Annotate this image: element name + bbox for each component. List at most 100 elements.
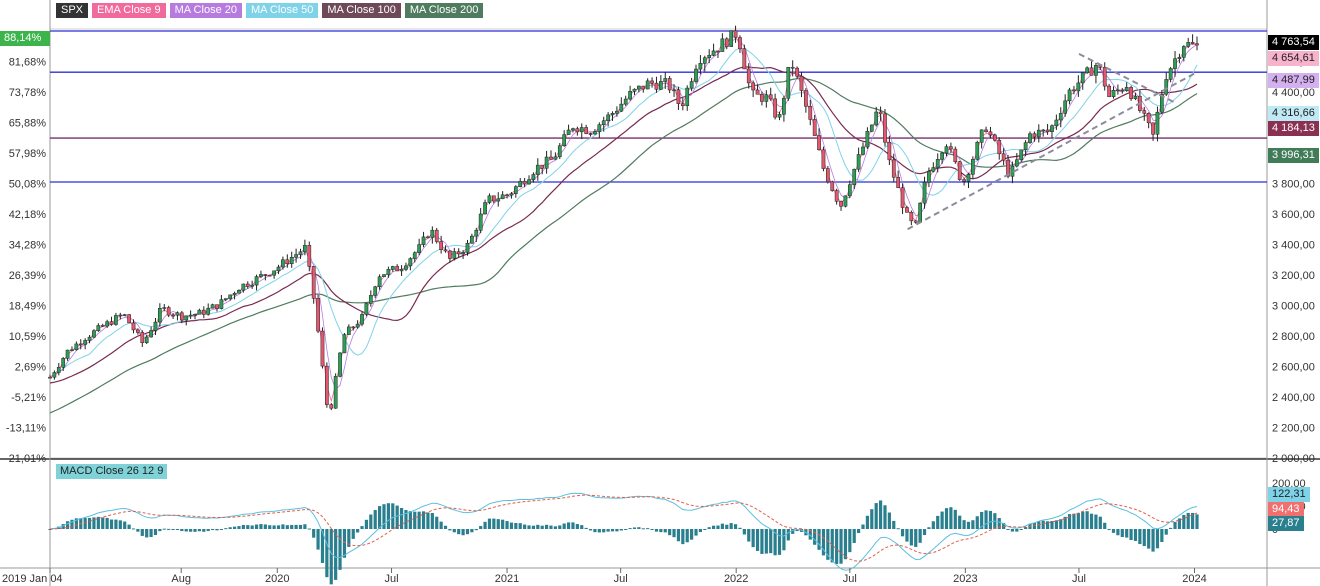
macd-histogram-bar	[676, 529, 681, 542]
candle-body	[808, 106, 813, 120]
candle	[1036, 124, 1041, 143]
macd-histogram-bar	[443, 525, 448, 529]
candle-body	[171, 314, 175, 317]
macd-histogram-bar	[1129, 529, 1133, 541]
candle	[874, 106, 879, 127]
candle	[738, 35, 742, 53]
trendline-1	[1078, 52, 1176, 104]
candle-body	[61, 358, 66, 368]
candle	[1054, 114, 1059, 130]
candle	[891, 153, 896, 183]
macd-histogram-bar	[61, 524, 65, 529]
price-tick-label: 3 800,00	[1272, 179, 1315, 191]
candle-body	[962, 179, 966, 182]
macd-histogram-bar	[290, 524, 294, 529]
macd-histogram-bar	[1085, 511, 1089, 529]
macd-histogram-bar	[940, 511, 944, 529]
candle	[909, 210, 914, 226]
macd-histogram-bar	[733, 524, 738, 529]
candle	[724, 37, 729, 50]
candle	[254, 274, 259, 291]
candle-body	[109, 321, 114, 325]
candle-body	[1080, 72, 1085, 84]
candle	[979, 129, 984, 149]
macd-histogram-bar	[197, 529, 202, 532]
candle	[913, 220, 918, 224]
candle-body	[219, 299, 224, 309]
candle	[997, 137, 1002, 160]
candle-body	[210, 304, 215, 309]
percent-tick-label: -21,01%	[5, 453, 46, 465]
candle	[426, 235, 430, 239]
macd-histogram-bar	[136, 529, 140, 532]
macd-histogram-bar	[848, 529, 852, 553]
macd-histogram-bar	[716, 525, 720, 529]
ma-100-line	[49, 66, 1198, 384]
candle	[808, 99, 813, 126]
candle-body	[944, 146, 949, 154]
last-value-tag: 4 184,13	[1268, 121, 1319, 136]
candle	[795, 66, 799, 80]
macd-histogram-bar	[1024, 527, 1028, 529]
candle-body	[812, 119, 817, 136]
candle	[1138, 90, 1142, 113]
candle-body	[992, 134, 997, 141]
candle	[355, 320, 360, 329]
candle	[716, 50, 720, 58]
macd-histogram-bar	[628, 528, 632, 530]
candle-body	[729, 30, 734, 47]
macd-histogram-bar	[553, 526, 557, 529]
macd-histogram-bar	[619, 529, 623, 531]
candle-body	[307, 245, 312, 267]
candle	[136, 328, 140, 335]
candle-body	[245, 283, 250, 287]
candle-body	[874, 111, 879, 126]
candle	[325, 362, 329, 408]
macd-histogram-bar	[1147, 529, 1151, 549]
macd-histogram-bar	[145, 529, 149, 538]
macd-histogram-bar	[698, 529, 703, 533]
candle-body	[325, 365, 329, 405]
macd-histogram-bar	[83, 517, 87, 529]
candle-body	[289, 257, 294, 265]
candle-body	[1195, 43, 1199, 46]
macd-histogram-bar	[1155, 529, 1160, 549]
candle-body	[412, 252, 417, 259]
macd-histogram-bar	[1045, 521, 1050, 529]
macd-histogram-bar	[1191, 512, 1195, 529]
macd-histogram-bar	[369, 514, 373, 529]
candle-body	[610, 113, 615, 116]
candle-body	[891, 159, 896, 178]
candle	[100, 323, 105, 327]
candle-body	[575, 128, 580, 133]
candle-body	[206, 307, 211, 315]
candle	[1050, 124, 1054, 139]
macd-histogram-bar	[228, 527, 232, 529]
candle	[1023, 140, 1028, 157]
candle	[272, 270, 276, 279]
macd-histogram-bar	[588, 529, 593, 531]
candle	[320, 327, 325, 369]
macd-histogram-bar	[360, 526, 364, 529]
candle-body	[821, 149, 826, 169]
candle	[70, 346, 74, 352]
candle-body	[434, 229, 439, 242]
candle-body	[571, 128, 575, 131]
macd-histogram-bar	[1072, 513, 1076, 529]
macd-histogram-bar	[237, 526, 241, 529]
percent-tick-label: 26,39%	[9, 270, 47, 282]
candle-body	[105, 321, 109, 327]
candle-body	[1072, 89, 1076, 92]
candle-body	[377, 276, 382, 288]
candle-body	[346, 326, 351, 335]
candle-body	[100, 325, 105, 327]
price-tick-label: 3 600,00	[1272, 209, 1315, 221]
candle	[1067, 87, 1072, 105]
candle-body	[452, 251, 457, 259]
candle-body	[1050, 125, 1054, 132]
macd-histogram-bar	[483, 521, 487, 529]
candle	[114, 312, 118, 326]
candle	[1080, 72, 1085, 90]
candle-body	[830, 181, 835, 191]
